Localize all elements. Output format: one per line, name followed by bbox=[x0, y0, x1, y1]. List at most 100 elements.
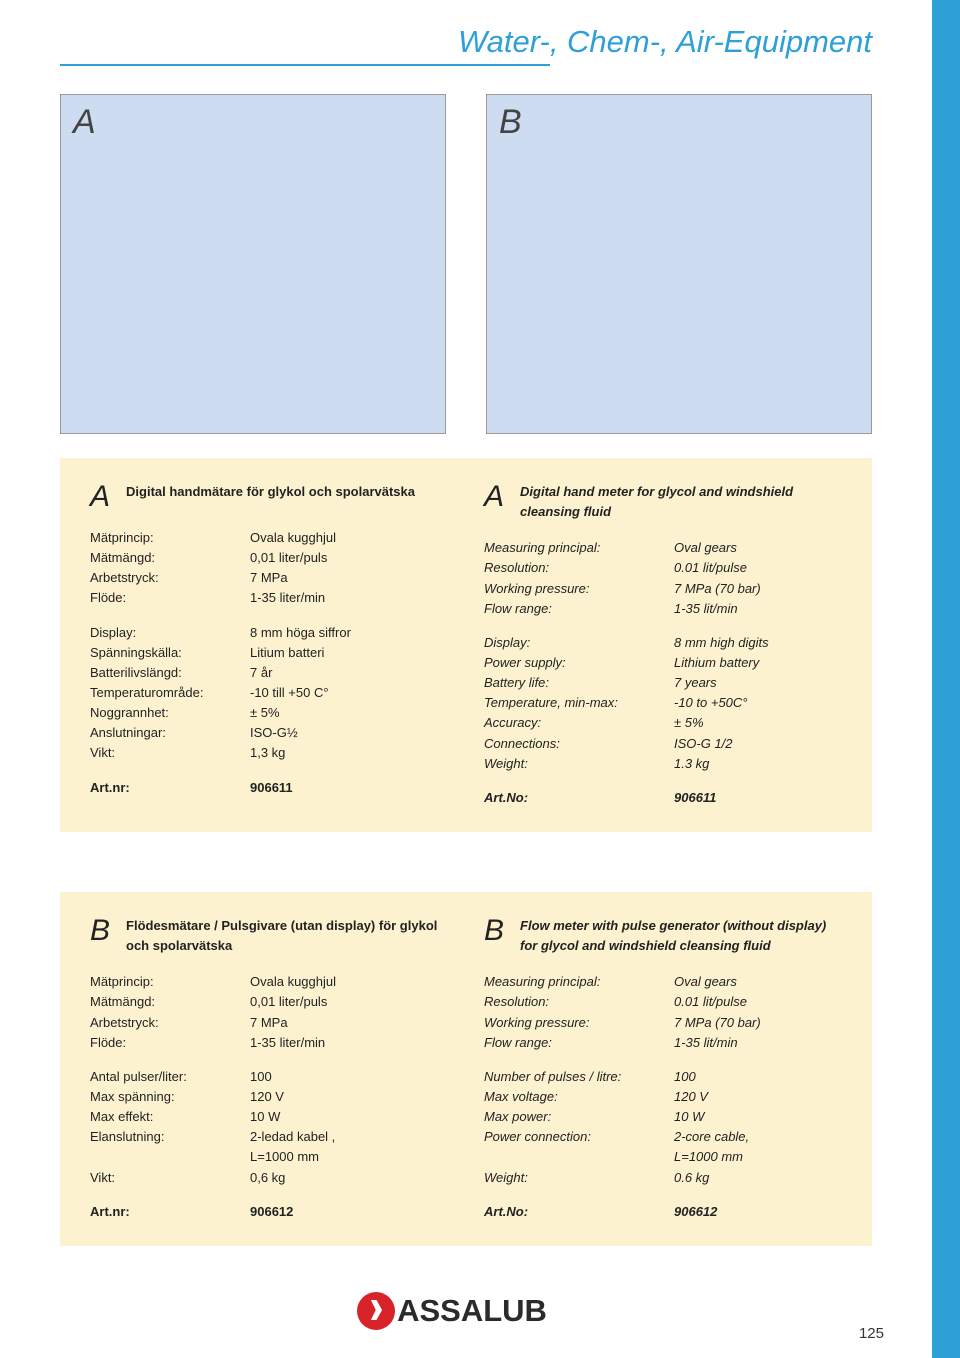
spec-value: 1-35 lit/min bbox=[674, 599, 842, 619]
spec-value: 1-35 lit/min bbox=[674, 1033, 842, 1053]
spec-key: Mätmängd: bbox=[90, 548, 250, 568]
spec-key: Mätprincip: bbox=[90, 972, 250, 992]
spec-value: 100 bbox=[250, 1067, 448, 1087]
figure-a: A bbox=[60, 94, 446, 434]
spec-b-sv-art: Art.nr: 906612 bbox=[90, 1202, 448, 1222]
title-underline bbox=[60, 64, 550, 66]
spec-value: Oval gears bbox=[674, 972, 842, 992]
spec-b-en-heading: Flow meter with pulse generator (without… bbox=[520, 916, 842, 956]
spec-row: Spänningskälla:Litium batteri bbox=[90, 643, 448, 663]
spec-row: Flöde:1-35 liter/min bbox=[90, 588, 448, 608]
spec-value: Litium batteri bbox=[250, 643, 448, 663]
art-label: Art.nr: bbox=[90, 778, 250, 798]
art-label: Art.nr: bbox=[90, 1202, 250, 1222]
spec-a-sv-letter: A bbox=[90, 482, 110, 512]
spec-key: Number of pulses / litre: bbox=[484, 1067, 674, 1087]
spec-row: Power supply:Lithium battery bbox=[484, 653, 842, 673]
spec-a-en-title: A Digital hand meter for glycol and wind… bbox=[484, 482, 842, 522]
figure-b: B bbox=[486, 94, 872, 434]
spec-a-en-group2: Display:8 mm high digitsPower supply:Lit… bbox=[484, 633, 842, 774]
spec-row: Elanslutning:2-ledad kabel , bbox=[90, 1127, 448, 1147]
art-value: 906612 bbox=[250, 1202, 448, 1222]
spec-key: Elanslutning: bbox=[90, 1127, 250, 1147]
spec-value: 2-ledad kabel , bbox=[250, 1127, 448, 1147]
spec-row: L=1000 mm bbox=[90, 1147, 448, 1167]
spec-value: 7 år bbox=[250, 663, 448, 683]
spec-key: Display: bbox=[90, 623, 250, 643]
spec-key: Resolution: bbox=[484, 992, 674, 1012]
spec-key: Anslutningar: bbox=[90, 723, 250, 743]
spec-value: ± 5% bbox=[674, 713, 842, 733]
spec-value: -10 to +50C° bbox=[674, 693, 842, 713]
spec-row: Display:8 mm high digits bbox=[484, 633, 842, 653]
spec-key: Working pressure: bbox=[484, 579, 674, 599]
spec-a-en-group1: Measuring principal:Oval gearsResolution… bbox=[484, 538, 842, 619]
spec-row: Weight:0.6 kg bbox=[484, 1168, 842, 1188]
spec-value: 7 years bbox=[674, 673, 842, 693]
spec-b-en-group2: Number of pulses / litre:100Max voltage:… bbox=[484, 1067, 842, 1188]
spec-value: 7 MPa bbox=[250, 1013, 448, 1033]
spec-row: Anslutningar:ISO-G½ bbox=[90, 723, 448, 743]
spec-row: Antal pulser/liter:100 bbox=[90, 1067, 448, 1087]
spec-key: Arbetstryck: bbox=[90, 1013, 250, 1033]
art-value: 906611 bbox=[674, 788, 842, 808]
spec-value: 10 W bbox=[250, 1107, 448, 1127]
spec-value: 8 mm high digits bbox=[674, 633, 842, 653]
spec-value: 0.6 kg bbox=[674, 1168, 842, 1188]
figure-b-image bbox=[487, 95, 871, 433]
spec-key: Temperature, min-max: bbox=[484, 693, 674, 713]
page-number: 125 bbox=[859, 1325, 884, 1342]
spec-row: Vikt:1,3 kg bbox=[90, 743, 448, 763]
spec-row: Mätmängd:0,01 liter/puls bbox=[90, 548, 448, 568]
spec-a-sv-heading: Digital handmätare för glykol och spolar… bbox=[126, 482, 415, 502]
spec-key: Weight: bbox=[484, 1168, 674, 1188]
spec-key: Battery life: bbox=[484, 673, 674, 693]
spec-key: Spänningskälla: bbox=[90, 643, 250, 663]
spec-key: Temperaturområde: bbox=[90, 683, 250, 703]
spec-a-sv-group1: Mätprincip:Ovala kugghjulMätmängd:0,01 l… bbox=[90, 528, 448, 609]
spec-key: Vikt: bbox=[90, 1168, 250, 1188]
spec-b-sv-group1: Mätprincip:Ovala kugghjulMätmängd:0,01 l… bbox=[90, 972, 448, 1053]
spec-b-en: B Flow meter with pulse generator (witho… bbox=[484, 916, 842, 1222]
spec-key: Max effekt: bbox=[90, 1107, 250, 1127]
spec-key: Connections: bbox=[484, 734, 674, 754]
spec-a-sv: A Digital handmätare för glykol och spol… bbox=[90, 482, 448, 808]
spec-a-en-art: Art.No: 906611 bbox=[484, 788, 842, 808]
spec-row: Working pressure:7 MPa (70 bar) bbox=[484, 579, 842, 599]
spec-key: Batterilivslängd: bbox=[90, 663, 250, 683]
spec-b-sv-letter: B bbox=[90, 916, 110, 946]
brand-logo-text: ASSALUB bbox=[397, 1293, 547, 1329]
spec-value: 0,6 kg bbox=[250, 1168, 448, 1188]
spec-value: 7 MPa (70 bar) bbox=[674, 1013, 842, 1033]
spec-value: ISO-G 1/2 bbox=[674, 734, 842, 754]
spec-row: Max voltage:120 V bbox=[484, 1087, 842, 1107]
spec-b-sv-group2: Antal pulser/liter:100Max spänning:120 V… bbox=[90, 1067, 448, 1188]
brand-logo-icon bbox=[357, 1292, 395, 1330]
spec-b-en-title: B Flow meter with pulse generator (witho… bbox=[484, 916, 842, 956]
spec-key: Flow range: bbox=[484, 1033, 674, 1053]
spec-b-sv-title: B Flödesmätare / Pulsgivare (utan displa… bbox=[90, 916, 448, 956]
spec-key: Arbetstryck: bbox=[90, 568, 250, 588]
spec-b-sv: B Flödesmätare / Pulsgivare (utan displa… bbox=[90, 916, 448, 1222]
spec-key: Antal pulser/liter: bbox=[90, 1067, 250, 1087]
spec-value: 120 V bbox=[674, 1087, 842, 1107]
spec-key bbox=[484, 1147, 674, 1167]
spec-a-en-letter: A bbox=[484, 482, 504, 512]
spec-row: L=1000 mm bbox=[484, 1147, 842, 1167]
spec-a-sv-title: A Digital handmätare för glykol och spol… bbox=[90, 482, 448, 512]
spec-value: 1-35 liter/min bbox=[250, 588, 448, 608]
spec-key: Noggrannhet: bbox=[90, 703, 250, 723]
spec-row: Mätmängd:0,01 liter/puls bbox=[90, 992, 448, 1012]
spec-value: L=1000 mm bbox=[674, 1147, 842, 1167]
spec-row: Max effekt:10 W bbox=[90, 1107, 448, 1127]
spec-row: Connections:ISO-G 1/2 bbox=[484, 734, 842, 754]
spec-key: Measuring principal: bbox=[484, 972, 674, 992]
art-label: Art.No: bbox=[484, 1202, 674, 1222]
spec-row: Accuracy:± 5% bbox=[484, 713, 842, 733]
art-value: 906611 bbox=[250, 778, 448, 798]
spec-value: 7 MPa bbox=[250, 568, 448, 588]
spec-value: 7 MPa (70 bar) bbox=[674, 579, 842, 599]
spec-value: L=1000 mm bbox=[250, 1147, 448, 1167]
spec-row: Number of pulses / litre:100 bbox=[484, 1067, 842, 1087]
spec-value: ± 5% bbox=[250, 703, 448, 723]
